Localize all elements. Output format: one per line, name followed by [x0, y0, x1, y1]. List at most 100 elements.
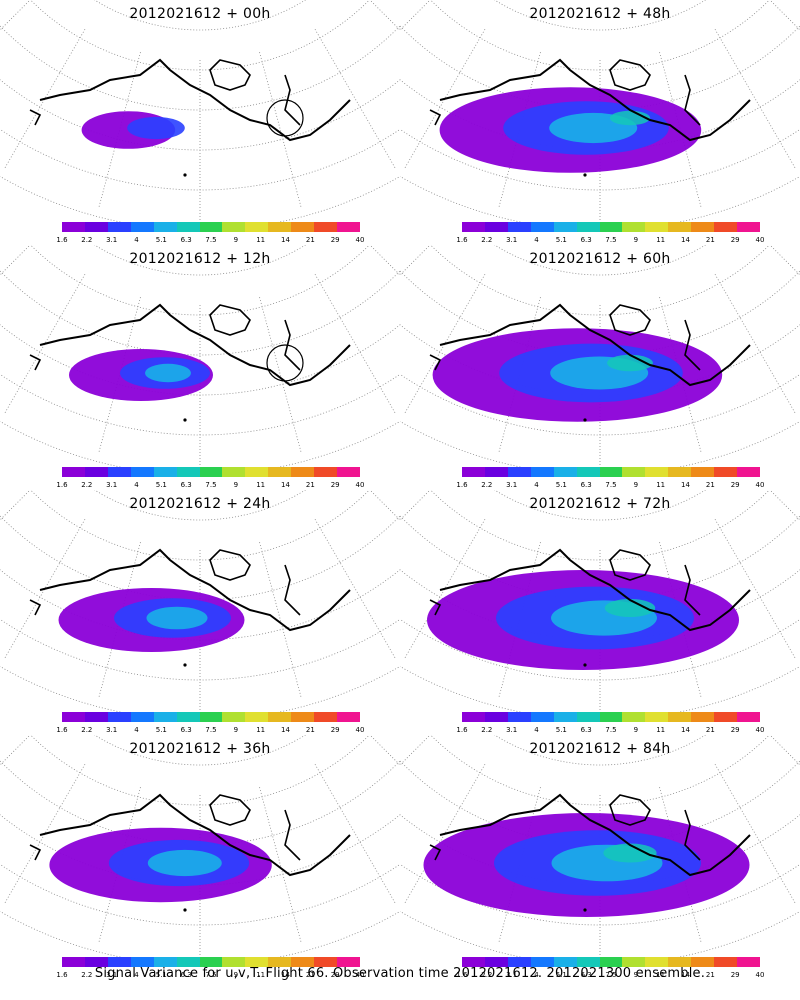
colorbar-tick-label: 11 [656, 236, 666, 244]
colorbar-tick-label: 4 [134, 971, 139, 979]
colorbar-swatch [62, 222, 85, 232]
colorbar-swatch [245, 222, 269, 232]
colorbar-swatch [199, 712, 223, 722]
longitude-gridline [314, 273, 396, 413]
longitude-gridline [259, 542, 302, 697]
colorbar-tick-label: 29 [730, 726, 740, 734]
colorbar-swatch [737, 957, 760, 967]
colorbar-swatch [507, 712, 531, 722]
colorbar-swatch [691, 957, 715, 967]
colorbar [62, 957, 360, 967]
island-marker [183, 173, 187, 177]
panel-title: 2012021612 + 00h [129, 6, 271, 22]
colorbar-swatch [62, 957, 85, 967]
colorbar-tick-label: 2.2 [81, 236, 93, 244]
island-marker [183, 663, 187, 667]
latitude-gridline [0, 324, 400, 396]
colorbar-tick-label: 11 [656, 971, 666, 979]
colorbar-tick-label: 5.1 [555, 726, 567, 734]
colorbar-tick-label: 1.6 [56, 971, 68, 979]
colorbar-tick-label: 2.2 [481, 481, 493, 489]
colorbar-tick-label: 40 [755, 726, 765, 734]
colorbar-swatch [599, 222, 623, 232]
colorbar [62, 712, 360, 722]
polar-map [400, 245, 800, 476]
colorbar-swatch [176, 467, 200, 477]
longitude-gridline [314, 28, 396, 168]
colorbar-tick-label: 2.2 [481, 726, 493, 734]
colorbar-swatch [599, 467, 623, 477]
forecast-panel: 2012021612 + 48h 1.6 2.2 3.1 4 5.1 6.3 7.5 9 11 14… [400, 0, 800, 245]
colorbar-swatch [645, 222, 669, 232]
variance-field [49, 827, 272, 903]
colorbar-tick-label: 2.2 [481, 971, 493, 979]
colorbar-swatch [176, 957, 200, 967]
panel-title: 2012021612 + 72h [529, 496, 671, 512]
colorbar-tick-label: 5.1 [155, 481, 167, 489]
latitude-gridline [493, 490, 707, 521]
colorbar-swatch [337, 957, 360, 967]
colorbar-swatch [668, 222, 692, 232]
colorbar-swatch [553, 712, 577, 722]
forecast-panel: 2012021612 + 36h 1.6 2.2 3.1 4 5.1 6.3 7.5 9 11 14… [0, 735, 400, 980]
colorbar-swatch [691, 712, 715, 722]
forecast-panel: 2012021612 + 12h 1.6 2.2 3.1 4 5.1 6.3 7.5 9 11 14… [0, 245, 400, 490]
colorbar-tick-label: 21 [305, 971, 315, 979]
colorbar-tick-label: 3.1 [506, 726, 518, 734]
colorbar-tick-label: 6.3 [580, 481, 592, 489]
colorbar-swatch [176, 222, 200, 232]
colorbar-tick-label: 4 [534, 481, 539, 489]
colorbar-tick-label: 29 [330, 726, 340, 734]
colorbar [462, 957, 760, 967]
colorbar-swatch [714, 957, 738, 967]
coastline [39, 303, 351, 387]
colorbar-tick-label: 1.6 [456, 236, 468, 244]
colorbar-swatch [484, 467, 508, 477]
colorbar-tick-label: 3.1 [106, 726, 118, 734]
colorbar-tick-label: 4 [534, 971, 539, 979]
variance-field [58, 588, 245, 652]
colorbar-tick-label: 2.2 [81, 971, 93, 979]
coastline [439, 303, 751, 387]
colorbar-tick-label: 21 [705, 481, 715, 489]
variance-field [81, 111, 185, 149]
colorbar-swatch [507, 467, 531, 477]
colorbar-swatch [691, 467, 715, 477]
colorbar-tick-label: 4 [534, 236, 539, 244]
longitude-gridline [314, 763, 396, 903]
colorbar-swatch [576, 712, 600, 722]
colorbar-swatch [130, 467, 154, 477]
colorbar-tick-label: 9 [633, 971, 639, 979]
arctic-islands [209, 304, 251, 336]
colorbar-tick-label: 4 [134, 726, 139, 734]
colorbar-swatch [153, 467, 177, 477]
coastline [429, 109, 442, 126]
colorbar-tick-label: 29 [730, 971, 740, 979]
observation-circle [266, 99, 304, 137]
colorbar-tick-label: 7.5 [605, 236, 617, 244]
colorbar-tick-label: 9 [633, 481, 639, 489]
colorbar [462, 467, 760, 477]
coastline [684, 564, 701, 616]
latitude-gridline [493, 245, 707, 276]
colorbar-swatch [291, 467, 315, 477]
colorbar-tick-label: 2.2 [81, 726, 93, 734]
colorbar-swatch [268, 222, 292, 232]
colorbar-tick-label: 7.5 [605, 481, 617, 489]
colorbar-tick-label: 11 [256, 236, 266, 244]
coastline [29, 354, 42, 371]
coastline [429, 599, 442, 616]
colorbar-swatch [130, 712, 154, 722]
colorbar-labels: 1.6 2.2 3.1 4 5.1 6.3 7.5 9 11 14 21 29 40 [54, 971, 364, 981]
colorbar-swatch [291, 957, 315, 967]
colorbar-tick-label: 11 [256, 971, 266, 979]
colorbar-tick-label: 21 [705, 726, 715, 734]
colorbar-swatch [199, 957, 223, 967]
colorbar-swatch [153, 712, 177, 722]
colorbar-swatch [153, 222, 177, 232]
panel-title: 2012021612 + 84h [529, 741, 671, 757]
colorbar-swatch [668, 712, 692, 722]
colorbar-swatch [599, 712, 623, 722]
coastline [29, 844, 42, 861]
polar-map [0, 735, 400, 966]
